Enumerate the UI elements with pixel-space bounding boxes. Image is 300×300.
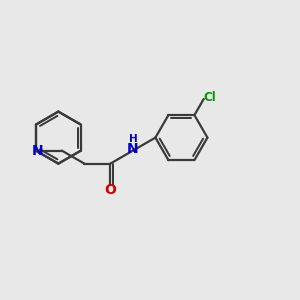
Text: N: N (31, 144, 43, 158)
Text: H: H (128, 134, 137, 144)
Text: N: N (127, 142, 139, 156)
Text: O: O (104, 183, 116, 197)
Text: Cl: Cl (203, 91, 216, 104)
